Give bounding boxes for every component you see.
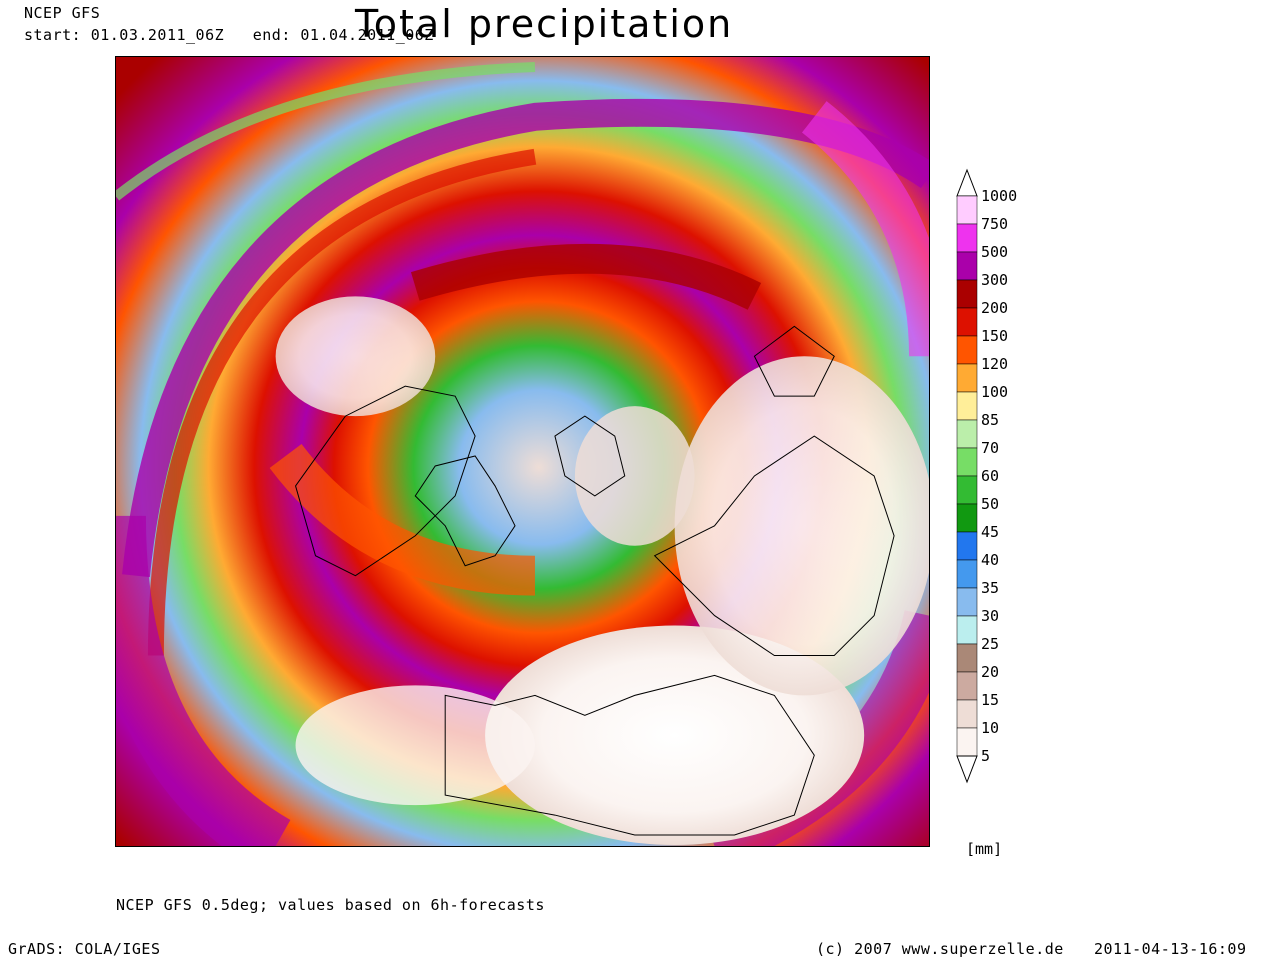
precipitation-map: [115, 56, 930, 847]
grads-credit: GrADS: COLA/IGES: [8, 940, 161, 958]
legend-level-label: 10: [981, 719, 1000, 737]
legend-level-label: 35: [981, 579, 1000, 597]
date-range: start: 01.03.2011_06Z end: 01.04.2011_06…: [24, 26, 434, 44]
legend-swatch: [956, 699, 978, 729]
legend-swatch: [956, 531, 978, 561]
legend-swatch: [956, 615, 978, 645]
legend-swatch: [956, 391, 978, 421]
source-note: NCEP GFS 0.5deg; values based on 6h-fore…: [116, 896, 545, 914]
legend-swatch: [956, 363, 978, 393]
legend-swatch: [956, 559, 978, 589]
legend-level-label: 60: [981, 467, 1000, 485]
legend-top-arrow: [956, 168, 978, 197]
legend-swatch: [956, 419, 978, 449]
legend-swatches: [956, 195, 978, 757]
legend-level-label: 5: [981, 747, 991, 765]
legend-swatch: [956, 643, 978, 673]
legend-swatch: [956, 279, 978, 309]
legend-level-label: 300: [981, 271, 1009, 289]
legend-level-label: 40: [981, 551, 1000, 569]
legend-level-label: 50: [981, 495, 1000, 513]
legend-swatch: [956, 671, 978, 701]
legend-level-label: 20: [981, 663, 1000, 681]
legend-swatch: [956, 503, 978, 533]
legend-level-label: 750: [981, 215, 1009, 233]
legend-swatch: [956, 335, 978, 365]
legend-swatch: [956, 587, 978, 617]
legend-swatch: [956, 223, 978, 253]
legend-swatch: [956, 307, 978, 337]
end-value: 01.04.2011_06Z: [300, 26, 434, 44]
legend-swatch: [956, 727, 978, 757]
legend-level-label: 85: [981, 411, 1000, 429]
units-label: [mm]: [966, 840, 1003, 858]
legend-level-label: 500: [981, 243, 1009, 261]
legend-bottom-arrow: [956, 755, 978, 784]
legend-level-label: 100: [981, 383, 1009, 401]
legend-swatch: [956, 195, 978, 225]
legend-level-label: 30: [981, 607, 1000, 625]
legend-swatch: [956, 447, 978, 477]
legend-level-label: 45: [981, 523, 1000, 541]
legend-level-label: 200: [981, 299, 1009, 317]
legend-level-label: 1000: [981, 187, 1018, 205]
coastlines: [295, 325, 895, 836]
legend-level-label: 15: [981, 691, 1000, 709]
legend-level-label: 25: [981, 635, 1000, 653]
page-title: Total precipitation: [355, 2, 734, 46]
asia-dry-area: [674, 356, 929, 696]
copyright: (c) 2007 www.superzelle.de: [816, 940, 1064, 958]
legend-swatch: [956, 251, 978, 281]
timestamp: 2011-04-13-16:09: [1094, 940, 1247, 958]
legend-colorbar: [956, 168, 978, 784]
end-label: end:: [252, 26, 291, 44]
legend-level-label: 150: [981, 327, 1009, 345]
legend-level-label: 70: [981, 439, 1000, 457]
start-label: start:: [24, 26, 82, 44]
legend-level-label: 120: [981, 355, 1009, 373]
color-legend: 1000 750 500 300 200 150 120 100 85 70 60 50 45 40 35 3…: [955, 168, 1045, 784]
legend-swatch: [956, 475, 978, 505]
arctic-region: [574, 406, 695, 546]
map-graphic: [116, 57, 929, 846]
model-name: NCEP GFS: [24, 4, 101, 22]
start-value: 01.03.2011_06Z: [90, 26, 225, 44]
